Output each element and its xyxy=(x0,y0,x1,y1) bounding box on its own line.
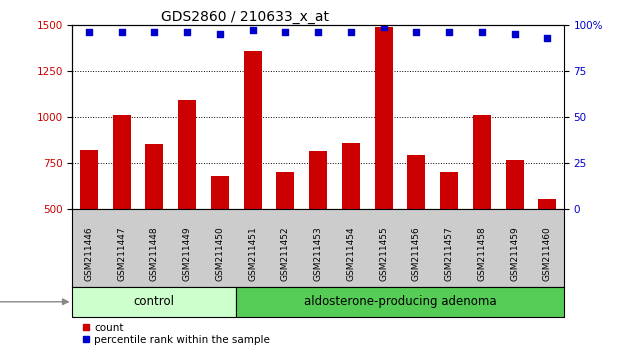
Point xyxy=(477,29,487,35)
Bar xyxy=(473,115,491,209)
Bar xyxy=(408,155,425,209)
Bar xyxy=(244,51,261,209)
Text: GSM211453: GSM211453 xyxy=(314,226,323,280)
Text: GSM211458: GSM211458 xyxy=(478,226,486,280)
Bar xyxy=(146,144,163,209)
Text: GSM211460: GSM211460 xyxy=(543,226,552,280)
Text: control: control xyxy=(134,295,175,308)
Point xyxy=(313,29,323,35)
Text: disease state: disease state xyxy=(0,297,68,307)
Text: GSM211450: GSM211450 xyxy=(215,226,224,280)
Point xyxy=(444,29,454,35)
Point xyxy=(510,31,520,37)
Point xyxy=(411,29,421,35)
Bar xyxy=(440,172,458,209)
Point xyxy=(149,29,159,35)
Bar xyxy=(506,160,524,209)
Point xyxy=(117,29,127,35)
Point xyxy=(542,35,553,40)
Text: GDS2860 / 210633_x_at: GDS2860 / 210633_x_at xyxy=(161,10,329,24)
Bar xyxy=(342,143,360,209)
Text: GSM211452: GSM211452 xyxy=(281,226,290,280)
Bar xyxy=(539,199,556,209)
Bar xyxy=(277,172,294,209)
Text: GSM211449: GSM211449 xyxy=(183,226,192,280)
Point xyxy=(280,29,290,35)
Bar xyxy=(309,151,327,209)
Text: GSM211447: GSM211447 xyxy=(117,226,126,280)
Bar xyxy=(211,176,229,209)
Text: GSM211456: GSM211456 xyxy=(412,226,421,280)
Bar xyxy=(375,27,392,209)
Point xyxy=(379,24,389,29)
Point xyxy=(248,28,258,33)
Text: GSM211446: GSM211446 xyxy=(84,226,93,280)
Legend: count, percentile rank within the sample: count, percentile rank within the sample xyxy=(77,318,275,349)
Bar xyxy=(178,100,196,209)
Point xyxy=(346,29,356,35)
Bar xyxy=(113,115,130,209)
Point xyxy=(84,29,94,35)
Text: GSM211451: GSM211451 xyxy=(248,226,257,280)
Text: aldosterone-producing adenoma: aldosterone-producing adenoma xyxy=(304,295,496,308)
Point xyxy=(182,29,192,35)
Point xyxy=(215,31,225,37)
Bar xyxy=(72,287,236,317)
Text: GSM211457: GSM211457 xyxy=(445,226,454,280)
Text: GSM211454: GSM211454 xyxy=(346,226,355,280)
Bar xyxy=(80,150,98,209)
Text: GSM211448: GSM211448 xyxy=(150,226,159,280)
Bar xyxy=(236,287,564,317)
Text: GSM211455: GSM211455 xyxy=(379,226,388,280)
Text: GSM211459: GSM211459 xyxy=(510,226,519,280)
